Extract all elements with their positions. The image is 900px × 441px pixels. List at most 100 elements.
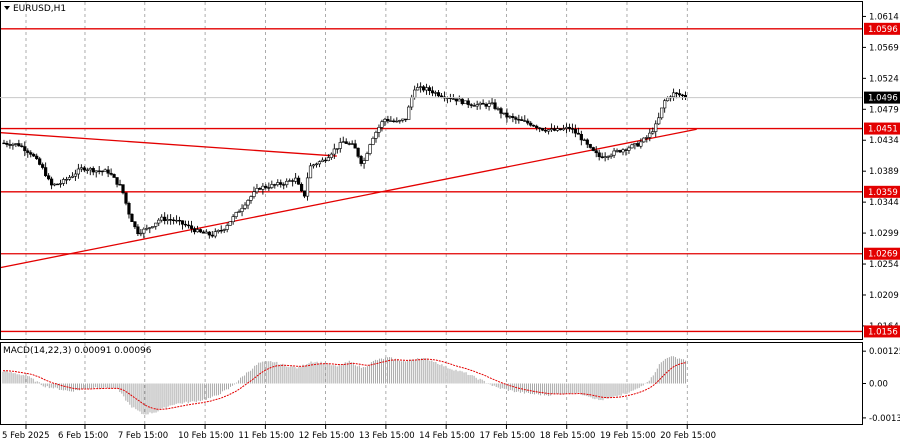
candle-body [416,87,420,91]
macd-tick-label: 0.00125 [869,347,900,357]
candle-body [466,100,470,105]
candle-body [606,156,610,158]
candle-body [297,177,301,185]
candle-body [285,180,289,186]
y-tick-label: 1.0209 [869,291,899,301]
candle-body [243,204,247,209]
candle-body [317,161,322,165]
candle-body [350,143,354,145]
chart-title: EURUSD,H1 [13,4,66,14]
candle-body [573,129,577,134]
candle-body [326,157,330,161]
candles [2,82,688,239]
candle-body [344,141,348,144]
candle-body [17,143,21,147]
y-tick-label: 1.0389 [869,167,899,177]
candle-body [624,149,628,151]
candle-body [320,159,325,162]
candle-body [308,165,313,179]
candle-body [398,120,402,122]
x-tick-label: 17 Feb 15:00 [479,431,535,441]
candle-body [264,185,268,188]
level-badge [864,22,900,35]
candle-body [127,203,131,215]
level-badge-label: 1.0359 [868,188,898,198]
candle-body [657,117,661,125]
candle-body [493,102,497,109]
current-price-label: 1.0496 [868,94,898,104]
candle-body [368,144,372,154]
candle-body [576,132,580,135]
x-tick-label: 7 Feb 15:00 [118,431,168,441]
candle-body [561,128,566,131]
candle-body [535,125,539,129]
y-tick-label: 1.0479 [869,105,899,115]
candle-body [26,150,30,153]
candle-body [538,127,542,129]
candle-body [145,227,149,230]
x-tick-label: 5 Feb 2025 [2,431,50,441]
y-tick-label: 1.0524 [869,74,899,84]
candle-body [454,98,458,102]
candle-body [552,128,557,131]
candle-body [469,104,473,106]
macd-signal-line [3,358,686,410]
candle-body [139,232,143,235]
candle-body [151,226,155,228]
candle-body [356,147,360,157]
candle-body [639,141,643,147]
candle-body [47,175,51,180]
candle-body [424,87,429,91]
candle-body [55,183,60,186]
x-tick-label: 11 Feb 15:00 [238,431,294,441]
candle-body [671,92,676,98]
candle-body [133,221,137,228]
main-pane-frame [0,1,863,340]
candle-body [49,178,54,186]
candle-body [487,103,491,107]
candle-body [76,168,80,175]
candle-body [460,98,464,105]
candle-body [404,118,408,121]
candle-body [451,98,455,100]
candle-body [353,143,357,149]
candle-body [472,105,476,107]
candle-body [79,167,83,170]
candle-body [600,156,604,158]
y-tick-label: 1.0254 [869,260,899,270]
candle-body [508,116,512,118]
candle-body [591,147,595,151]
candle-body [609,154,613,157]
candle-body [439,95,444,98]
x-tick-label: 6 Feb 15:00 [58,431,108,441]
level-lines [1,28,862,333]
candle-body [282,184,286,186]
x-tick-label: 18 Feb 15:00 [540,431,596,441]
candle-body [246,200,250,206]
candle-body [422,86,426,91]
candle-body [582,139,586,142]
candle-body [249,196,253,201]
candle-body [2,142,6,145]
x-tick-label: 13 Feb 15:00 [359,431,415,441]
candle-body [523,120,527,122]
level-badge-label: 1.0269 [868,250,898,260]
candle-body [20,145,24,147]
candle-body [666,97,670,102]
triangle-down-icon[interactable] [4,6,10,10]
candle-body [130,213,134,222]
candle-body [615,150,619,152]
candle-body [630,144,634,149]
level-badge [864,185,900,198]
candle-body [621,149,625,153]
candle-body [103,169,107,172]
candle-body [612,150,616,156]
candle-body [228,221,232,226]
candle-body [502,112,506,115]
candle-body [189,225,194,229]
time-axis: 5 Feb 2025 6 Feb 15:00 7 Feb 15:00 10 Feb 1… [2,425,716,441]
candle-body [258,188,262,190]
candle-body [475,104,479,107]
candle-body [478,102,482,105]
